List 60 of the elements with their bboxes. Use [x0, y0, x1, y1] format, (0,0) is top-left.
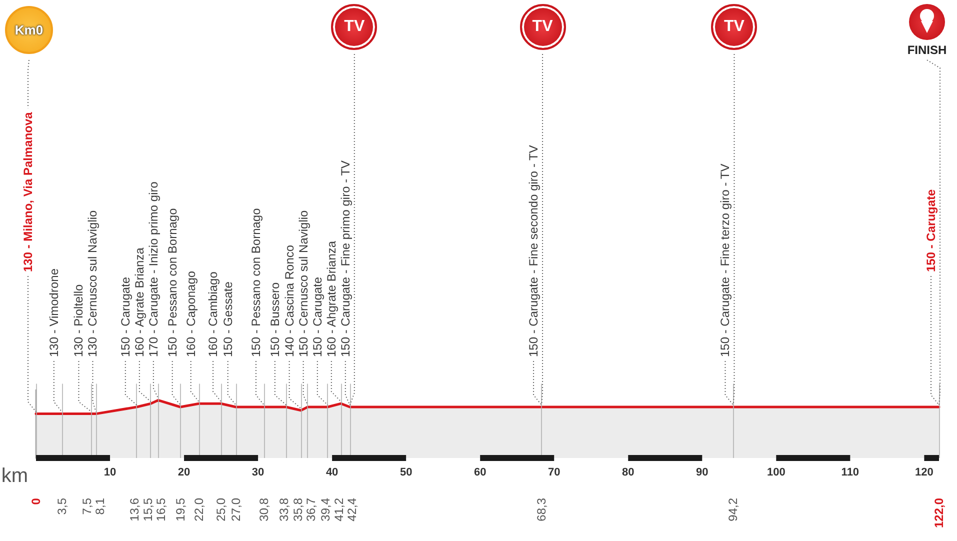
x-tick-label: 22,0 — [192, 498, 206, 522]
data-label: 150 - Bussero — [268, 282, 282, 357]
x2-tick-label: 10 — [104, 466, 116, 478]
data-label: 150 - Pessano con Bornago — [248, 208, 263, 357]
annotation: FINISH — [907, 43, 947, 57]
x-tick-label: 8,1 — [93, 498, 108, 515]
annotation: TV — [344, 18, 365, 35]
data-label: 160 - Caponago — [184, 270, 198, 357]
x-tick-label: 41,2 — [332, 498, 346, 522]
annotation: TV — [724, 18, 744, 35]
data-label: 130 - Vimodrone — [46, 268, 61, 357]
x-tick-label: 39,4 — [318, 498, 333, 522]
text: Km0 — [14, 22, 44, 38]
data-label: 150 - Gessate — [220, 281, 235, 357]
x-tick-label: 19,5 — [173, 498, 188, 522]
x-tick-label: 16,5 — [154, 498, 168, 522]
x2-tick-label: 120 — [915, 466, 934, 478]
x2-tick-label: 20 — [178, 466, 190, 478]
data-label: 140 - Cascina Ronco — [282, 244, 296, 357]
x2-tick-label: 60 — [474, 466, 486, 478]
x-axis-title: km — [1, 465, 28, 487]
x-tick-label: 25,0 — [214, 498, 228, 522]
data-label: 150 - Carugate - Fine primo giro - TV — [338, 160, 352, 357]
x-tick-label: 27,0 — [228, 498, 243, 522]
x-tick-label: 42,4 — [344, 498, 359, 522]
data-label: 160 - Agrate Brianza — [132, 247, 146, 357]
data-label: 160 - Cambiago — [206, 271, 220, 357]
x-tick-label: 122,0 — [932, 498, 946, 528]
data-label: 150 - Carugate — [924, 188, 938, 272]
data-label: 130 - Cernusco sul Naviglio — [86, 210, 100, 357]
x2-tick-label: 50 — [400, 466, 412, 478]
x-tick-label: 7,5 — [80, 498, 94, 515]
data-label: 130 - Pioltello — [72, 284, 86, 357]
x2-tick-label: 40 — [326, 466, 338, 478]
x-tick-label: 68,3 — [534, 498, 549, 522]
x-tick-label: 36,7 — [304, 498, 318, 522]
data-label: 150 - Carugate - Fine secondo giro - TV — [526, 145, 541, 357]
x-tick-label: 13,6 — [127, 498, 142, 522]
x-tick-label: 94,2 — [726, 498, 740, 522]
data-label: 150 - Cernusco sul Naviglio — [296, 210, 310, 357]
x2-tick-label: 80 — [622, 466, 634, 478]
x2-tick-label: 110 — [841, 466, 860, 478]
x-tick-label: 35,8 — [290, 498, 305, 522]
data-label: 160 - Ahgrate Brianza — [324, 240, 338, 357]
data-label: 150 - Carugate - Fine terzo giro - TV — [718, 164, 732, 357]
data-label: 150 - Carugate — [310, 276, 324, 357]
x2-tick-label: 70 — [548, 466, 560, 478]
x-tick-label: 33,8 — [276, 498, 291, 522]
data-label: 150 - Pessano con Bornago — [165, 208, 180, 357]
data-label: 130 - Milano, Via Palmanova — [21, 112, 35, 272]
data-label: 170 - Carugate - Inizio primo giro — [146, 181, 160, 357]
x-tick-label: 30,8 — [256, 498, 271, 522]
x-tick-label: 0 — [29, 498, 43, 505]
x2-tick-label: 30 — [252, 466, 264, 478]
annotation: TV — [532, 18, 553, 35]
data-label: 150 - Carugate — [118, 276, 132, 357]
x-tick-label: 3,5 — [54, 498, 69, 515]
x2-tick-label: 100 — [766, 466, 786, 478]
x2-tick-label: 90 — [696, 466, 708, 478]
x-tick-label: 15,5 — [140, 498, 155, 522]
